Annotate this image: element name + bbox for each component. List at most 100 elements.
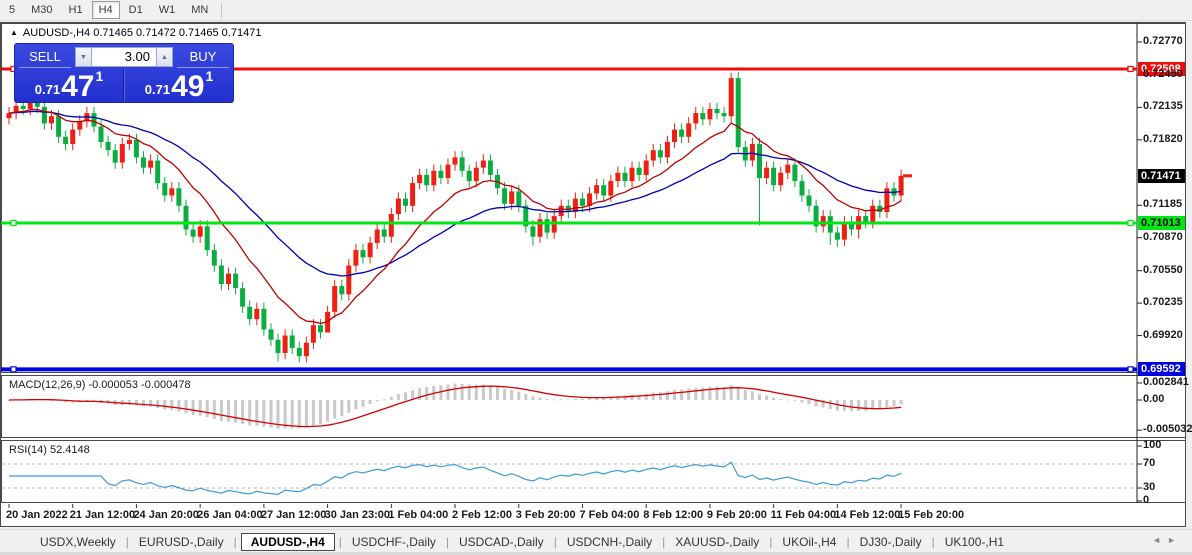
last-close-marker <box>903 174 912 178</box>
tab-audusd-h4[interactable]: AUDUSD-,H4 <box>240 532 335 551</box>
tab-scroll-arrows: ◄► <box>1152 535 1182 545</box>
sell-price-big: 47 <box>61 70 95 103</box>
trade-panel-prices: 0.71 47 1 0.71 49 1 <box>15 68 233 103</box>
timeframe-button-m30[interactable]: M30 <box>31 4 53 16</box>
sell-price-sup: 1 <box>95 68 104 84</box>
support-hline[interactable] <box>1 219 1137 227</box>
tab-separator: | <box>662 534 666 549</box>
volume-stepper: ▼ 3.00 ▲ <box>75 47 173 67</box>
timeframe-button-w1[interactable]: W1 <box>158 4 176 16</box>
tab-usdx-weekly[interactable]: USDX,Weekly <box>40 534 116 549</box>
macd-axis-label: 0.00 <box>1143 393 1165 405</box>
time-axis-label: 15 Feb 20:00 <box>898 509 965 521</box>
time-axis-label: 14 Feb 12:00 <box>834 509 901 521</box>
buy-price-big: 49 <box>171 70 205 103</box>
time-axis-label: 20 Jan 2022 <box>6 509 68 521</box>
sell-price-prefix: 0.71 <box>34 82 61 97</box>
resistance-price-tag: 0.72508 <box>1138 61 1185 76</box>
chart-title-symbol: AUDUSD-,H4 <box>22 27 91 39</box>
macd-label: MACD(12,26,9) -0.000053 -0.000478 <box>9 379 191 391</box>
chart-window: ▲ AUDUSD-,H4 0.71465 0.71472 0.71465 0.71… <box>0 22 1192 528</box>
chart-tab-bar: USDX,Weekly | EURUSD-,Daily | AUDUSD-,H4 | USD… <box>0 529 1192 553</box>
tab-separator: | <box>846 534 850 549</box>
trade-panel-top-row: SELL ▼ 3.00 ▲ BUY <box>15 44 233 69</box>
sell-price-display[interactable]: 0.71 47 1 <box>15 68 124 103</box>
timeframe-button-h4[interactable]: H4 <box>91 1 120 19</box>
tab-dj30-daily[interactable]: DJ30-,Daily <box>859 534 922 549</box>
price-axis-label: 0.71185 <box>1143 198 1183 211</box>
buy-price-sup: 1 <box>205 68 214 84</box>
price-axis-label: 0.71820 <box>1143 132 1183 145</box>
tab-ukoil-h4[interactable]: UKOil-,H4 <box>782 534 837 549</box>
macd-signal-line <box>8 385 902 428</box>
chart-title-arrow-icon[interactable]: ▲ <box>10 28 18 37</box>
chevron-down-icon: ▼ <box>80 53 87 61</box>
tab-separator: | <box>445 534 449 549</box>
one-click-trade-panel: SELL ▼ 3.00 ▲ BUY 0.71 47 1 0.71 49 1 <box>14 43 234 103</box>
chart-title: ▲ AUDUSD-,H4 0.71465 0.71472 0.71465 0.71… <box>10 27 261 39</box>
price-chart-canvas[interactable] <box>1 23 1187 528</box>
tab-separator: | <box>931 534 935 549</box>
support-price-tag: 0.71013 <box>1138 215 1185 230</box>
chevron-up-icon: ▲ <box>161 53 168 61</box>
time-axis-label: 9 Feb 20:00 <box>706 509 767 521</box>
macd-axis-label: -0.005032 <box>1143 423 1192 436</box>
tab-scroll-right-icon[interactable]: ► <box>1167 535 1182 545</box>
price-axis-label: 0.70235 <box>1143 296 1183 309</box>
time-axis-label: 7 Feb 04:00 <box>579 509 640 521</box>
lower-price-tag: 0.69592 <box>1138 362 1185 377</box>
rsi-label: RSI(14) 52.4148 <box>9 444 90 456</box>
tab-separator: | <box>553 534 557 549</box>
lower-hline[interactable] <box>1 366 1137 373</box>
buy-button[interactable]: BUY <box>177 49 229 68</box>
ma-fast-line <box>8 108 902 325</box>
time-axis-label: 21 Jan 12:00 <box>69 509 136 521</box>
price-axis-label: 0.69920 <box>1143 328 1183 341</box>
tab-usdchf-daily[interactable]: USDCHF-,Daily <box>351 534 436 549</box>
price-axis-label: 0.70550 <box>1143 263 1183 276</box>
tab-scroll-left-icon[interactable]: ◄ <box>1152 535 1168 545</box>
time-axis-label: 1 Feb 04:00 <box>388 509 449 521</box>
tab-separator: | <box>233 534 237 549</box>
tab-eurusd-daily[interactable]: EURUSD-,Daily <box>138 534 224 549</box>
timeframe-toolbar: 5 M30 H1 H4 D1 W1 MN <box>0 0 1192 21</box>
price-axis-label: 0.72770 <box>1143 35 1183 47</box>
timeframe-button-h1[interactable]: H1 <box>68 4 83 16</box>
timeframe-button-d1[interactable]: D1 <box>128 4 143 16</box>
tab-separator: | <box>769 534 773 549</box>
time-axis-label: 30 Jan 23:00 <box>324 509 391 521</box>
timeframe-button-mn[interactable]: MN <box>191 4 209 16</box>
macd-axis-label: 0.002841 <box>1143 375 1189 388</box>
rsi-axis-label: 100 <box>1143 439 1162 451</box>
time-axis-label: 8 Feb 12:00 <box>643 509 704 521</box>
buy-price-display[interactable]: 0.71 49 1 <box>124 68 233 103</box>
time-axis-label: 27 Jan 12:00 <box>260 509 327 521</box>
rsi-axis-label: 0 <box>1143 494 1150 506</box>
buy-price-prefix: 0.71 <box>144 82 171 97</box>
current-price-tag: 0.71471 <box>1138 168 1185 183</box>
tab-uk100-h1[interactable]: UK100-,H1 <box>944 534 1005 549</box>
tab-xauusd-daily[interactable]: XAUUSD-,Daily <box>675 534 760 549</box>
tabs-holder: USDX,Weekly | EURUSD-,Daily | AUDUSD-,H4 | USD… <box>34 532 1010 551</box>
chart-title-ohlc: 0.71465 0.71472 0.71465 0.71471 <box>93 27 262 39</box>
timeframe-button-5[interactable]: 5 <box>9 4 16 16</box>
price-axis-label: 0.70870 <box>1143 230 1183 243</box>
price-axis-label: 0.72135 <box>1143 100 1183 113</box>
rsi-axis-label: 70 <box>1143 457 1156 469</box>
sell-button[interactable]: SELL <box>19 49 71 68</box>
time-axis-label: 3 Feb 20:00 <box>515 509 576 521</box>
tab-usdcad-daily[interactable]: USDCAD-,Daily <box>459 534 544 549</box>
volume-input[interactable]: 3.00 <box>92 47 156 67</box>
time-axis-label: 26 Jan 04:00 <box>197 509 263 521</box>
toolbar-separator <box>221 2 223 18</box>
volume-decrease-button[interactable]: ▼ <box>75 47 92 67</box>
tab-separator: | <box>125 534 129 549</box>
time-axis-label: 24 Jan 20:00 <box>133 509 199 521</box>
volume-increase-button[interactable]: ▲ <box>156 47 173 67</box>
price-axis-label: 0.72450 <box>1143 67 1183 80</box>
time-axis-label: 11 Feb 04:00 <box>770 509 837 521</box>
tab-usdcnh-daily[interactable]: USDCNH-,Daily <box>566 534 653 549</box>
rsi-line <box>9 461 902 496</box>
rsi-axis-label: 30 <box>1143 481 1156 493</box>
